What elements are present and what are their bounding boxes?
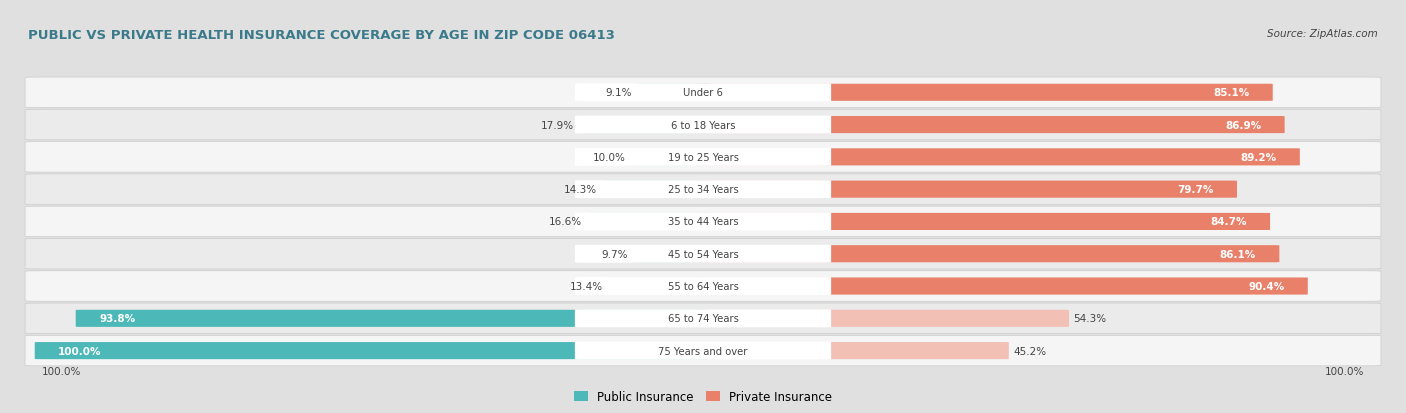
Text: 14.3%: 14.3% [564,185,598,195]
FancyBboxPatch shape [25,174,1381,205]
FancyBboxPatch shape [696,117,1285,134]
Text: 9.7%: 9.7% [602,249,628,259]
Text: 90.4%: 90.4% [1249,281,1284,291]
Text: 16.6%: 16.6% [550,217,582,227]
FancyBboxPatch shape [630,149,710,166]
Text: Source: ZipAtlas.com: Source: ZipAtlas.com [1267,29,1378,39]
Text: 35 to 44 Years: 35 to 44 Years [668,217,738,227]
FancyBboxPatch shape [636,85,710,102]
Text: 84.7%: 84.7% [1211,217,1247,227]
Text: 93.8%: 93.8% [100,313,135,323]
FancyBboxPatch shape [35,342,710,359]
Text: 45.2%: 45.2% [1012,346,1046,356]
Text: Under 6: Under 6 [683,88,723,98]
FancyBboxPatch shape [602,181,710,198]
FancyBboxPatch shape [575,342,831,360]
FancyBboxPatch shape [696,278,1308,295]
FancyBboxPatch shape [696,149,1299,166]
Text: 100.0%: 100.0% [42,366,82,376]
FancyBboxPatch shape [631,246,710,263]
FancyBboxPatch shape [575,116,831,134]
FancyBboxPatch shape [25,110,1381,140]
FancyBboxPatch shape [575,213,831,231]
Text: 54.3%: 54.3% [1073,313,1107,323]
FancyBboxPatch shape [25,78,1381,108]
Text: 13.4%: 13.4% [571,281,603,291]
Text: 85.1%: 85.1% [1213,88,1250,98]
FancyBboxPatch shape [575,181,831,199]
FancyBboxPatch shape [586,214,710,230]
Text: 86.1%: 86.1% [1219,249,1256,259]
FancyBboxPatch shape [76,310,710,327]
Text: 100.0%: 100.0% [1324,366,1364,376]
FancyBboxPatch shape [578,117,710,134]
Text: 86.9%: 86.9% [1225,120,1261,130]
Text: PUBLIC VS PRIVATE HEALTH INSURANCE COVERAGE BY AGE IN ZIP CODE 06413: PUBLIC VS PRIVATE HEALTH INSURANCE COVER… [28,29,614,42]
Text: 75 Years and over: 75 Years and over [658,346,748,356]
FancyBboxPatch shape [575,310,831,328]
FancyBboxPatch shape [575,278,831,295]
FancyBboxPatch shape [696,246,1279,263]
Text: 19 to 25 Years: 19 to 25 Years [668,152,738,162]
FancyBboxPatch shape [575,245,831,263]
Text: 89.2%: 89.2% [1240,152,1277,162]
Text: 6 to 18 Years: 6 to 18 Years [671,120,735,130]
Text: 25 to 34 Years: 25 to 34 Years [668,185,738,195]
FancyBboxPatch shape [575,84,831,102]
FancyBboxPatch shape [25,271,1381,301]
Text: 100.0%: 100.0% [58,346,101,356]
FancyBboxPatch shape [25,303,1381,334]
FancyBboxPatch shape [607,278,710,295]
FancyBboxPatch shape [25,239,1381,269]
FancyBboxPatch shape [696,214,1270,230]
Text: 65 to 74 Years: 65 to 74 Years [668,313,738,323]
Text: 17.9%: 17.9% [540,120,574,130]
FancyBboxPatch shape [25,206,1381,237]
FancyBboxPatch shape [696,310,1069,327]
FancyBboxPatch shape [696,85,1272,102]
Text: 45 to 54 Years: 45 to 54 Years [668,249,738,259]
FancyBboxPatch shape [25,335,1381,366]
FancyBboxPatch shape [696,342,1010,359]
Legend: Public Insurance, Private Insurance: Public Insurance, Private Insurance [569,385,837,408]
FancyBboxPatch shape [575,149,831,166]
Text: 9.1%: 9.1% [606,88,631,98]
Text: 55 to 64 Years: 55 to 64 Years [668,281,738,291]
Text: 10.0%: 10.0% [593,152,626,162]
FancyBboxPatch shape [25,142,1381,173]
Text: 79.7%: 79.7% [1177,185,1213,195]
FancyBboxPatch shape [696,181,1237,198]
